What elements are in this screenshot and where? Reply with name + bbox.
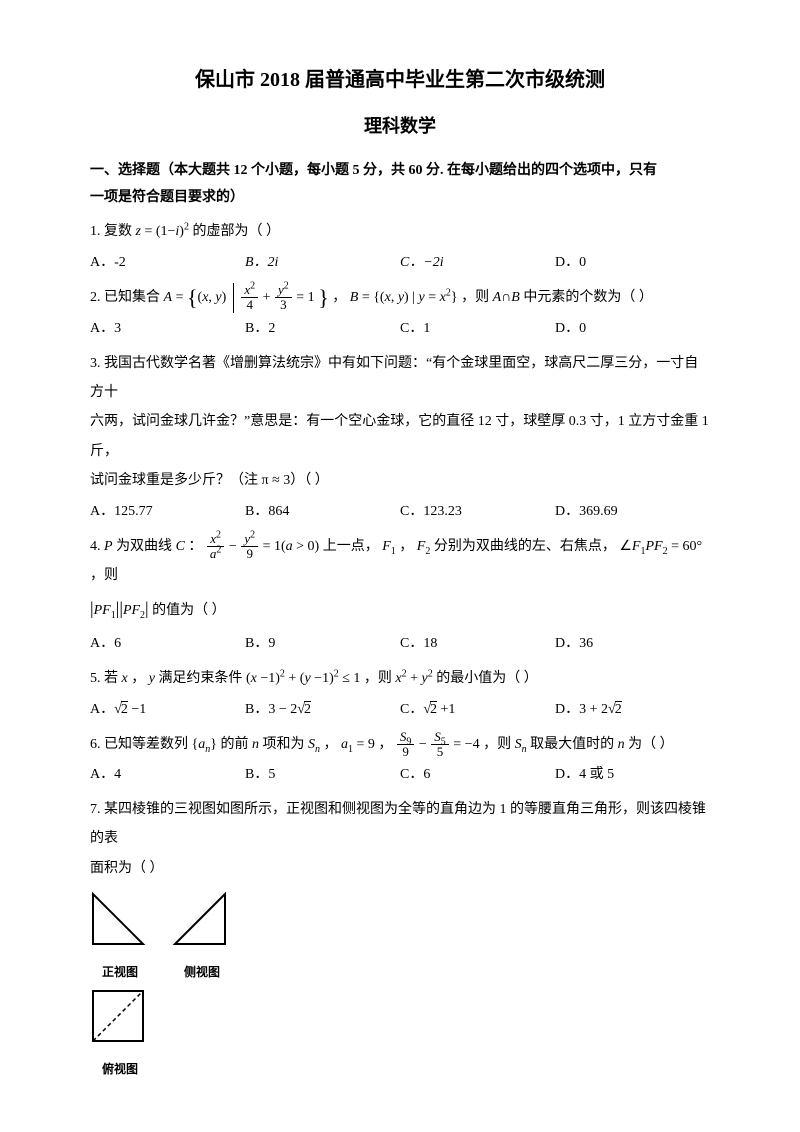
- question-7: 7. 某四棱锥的三视图如图所示，正视图和侧视图为全等的直角边为 1 的等腰直角三…: [90, 795, 710, 883]
- question-6: 6. 已知等差数列 {an} 的前 n 项和为 Sn ， a1 = 9 ， S9…: [90, 730, 710, 759]
- q3-opt-c: C．123.23: [400, 498, 555, 526]
- q6-opt-b: B．5: [245, 761, 400, 789]
- q4-opt-b: B．9: [245, 630, 400, 658]
- question-1: 1. 复数 z = (1−i)2 的虚部为（ ）: [90, 217, 710, 246]
- q4-options: A．6 B．9 C．18 D．36: [90, 630, 710, 658]
- q2-opt-a: A．3: [90, 315, 245, 343]
- q2-A: A: [164, 290, 173, 305]
- q5-opt-c: C．√2 +1: [400, 696, 555, 724]
- q2-options: A．3 B．2 C．1 D．0: [90, 315, 710, 343]
- section-text-b: 一项是符合题目要求的）: [90, 190, 244, 205]
- q2-text-a: 2. 已知集合: [90, 290, 164, 305]
- q2-opt-b: B．2: [245, 315, 400, 343]
- q5-opt-a: A．√2 −1: [90, 696, 245, 724]
- q4-text-f: 分别为双曲线的左、右焦点，: [434, 539, 616, 554]
- q3-l3: 试问金球重是多少斤？（注 π ≈ 3）（ ）: [90, 473, 329, 488]
- q6-opt-d: D．4 或 5: [555, 761, 710, 789]
- q7-l1: 7. 某四棱锥的三视图如图所示，正视图和侧视图为全等的直角边为 1 的等腰直角三…: [90, 802, 706, 846]
- q6-text-d: ，: [323, 737, 337, 752]
- top-view-icon: [90, 988, 150, 1044]
- q4-text-a: 4.: [90, 539, 104, 554]
- q5-text-b: ，: [131, 671, 145, 686]
- q5-opt-d: D．3 + 2√2: [555, 696, 710, 724]
- question-3: 3. 我国古代数学名著《增删算法统宗》中有如下问题：“有个金球里面空，球高尺二厚…: [90, 349, 710, 496]
- front-view: 正视图: [90, 891, 150, 984]
- q1-pow: )2: [179, 224, 189, 239]
- exam-subtitle: 理科数学: [90, 108, 710, 144]
- q4-opt-a: A．6: [90, 630, 245, 658]
- q3-opt-a: A．125.77: [90, 498, 245, 526]
- q4-text-c: ：: [188, 539, 202, 554]
- q7-l2: 面积为（ ）: [90, 861, 164, 876]
- q5-opt-b: B．3 − 2√2: [245, 696, 400, 724]
- top-view-label: 俯视图: [90, 1057, 150, 1081]
- q3-l1: 3. 我国古代数学名著《增删算法统宗》中有如下问题：“有个金球里面空，球高尺二厚…: [90, 356, 698, 400]
- q6-opt-a: A．4: [90, 761, 245, 789]
- q1-text-a: 1. 复数: [90, 224, 136, 239]
- q1-options: A．-2 B．2i C．−2i D．0: [90, 249, 710, 277]
- q6-options: A．4 B．5 C．6 D．4 或 5: [90, 761, 710, 789]
- q1-text-b: 的虚部为（ ）: [192, 224, 280, 239]
- q5-text-a: 5. 若: [90, 671, 122, 686]
- q4-text-g: ，则: [90, 568, 118, 583]
- three-view-figures: 正视图 侧视图 俯视图: [90, 891, 710, 1081]
- q6-text-b: 的前: [220, 737, 252, 752]
- q3-opt-b: B．864: [245, 498, 400, 526]
- q4-text-b: 为双曲线: [116, 539, 176, 554]
- question-4: 4. P 为双曲线 C ： x2a2 − y29 = 1(a > 0) 上一点，…: [90, 532, 710, 629]
- q5-options: A．√2 −1 B．3 − 2√2 C．√2 +1 D．3 + 2√2: [90, 696, 710, 724]
- q3-opt-d: D．369.69: [555, 498, 710, 526]
- q2-opt-d: D．0: [555, 315, 710, 343]
- q6-opt-c: C．6: [400, 761, 555, 789]
- q4-text-d: 上一点，: [323, 539, 379, 554]
- q1-opt-a: A．-2: [90, 249, 245, 277]
- q4-text-e: ，: [399, 539, 413, 554]
- question-2: 2. 已知集合 A = {(x, y) x24 + y23 = 1 } ， B …: [90, 283, 710, 313]
- q3-l2: 六两，试问金球几许金？”意思是：有一个空心金球，它的直径 12 寸，球壁厚 0.…: [90, 414, 709, 458]
- q6-text-e: ，: [378, 737, 392, 752]
- q2-text-c: 中元素的个数为（ ）: [523, 290, 653, 305]
- section-text-a: 一、选择题（本大题共 12 个小题，每小题 5 分，共 60 分. 在每小题给出…: [90, 163, 657, 178]
- q2-text-b: ，则: [461, 290, 493, 305]
- top-view: 俯视图: [90, 988, 150, 1081]
- side-view: 侧视图: [172, 891, 232, 984]
- q6-text-c: 项和为: [262, 737, 308, 752]
- section-heading: 一、选择题（本大题共 12 个小题，每小题 5 分，共 60 分. 在每小题给出…: [90, 158, 710, 211]
- q1-eq: = (1−: [141, 224, 175, 239]
- q4-opt-d: D．36: [555, 630, 710, 658]
- q1-opt-c: C．−2i: [400, 249, 555, 277]
- question-5: 5. 若 x ， y 满足约束条件 (x −1)2 + (y −1)2 ≤ 1 …: [90, 664, 710, 693]
- q5-text-d: ，则: [364, 671, 396, 686]
- q6-text-f: ，则: [483, 737, 515, 752]
- q5-text-c: 满足约束条件: [158, 671, 246, 686]
- side-view-label: 侧视图: [172, 960, 232, 984]
- front-view-label: 正视图: [90, 960, 150, 984]
- q4-opt-c: C．18: [400, 630, 555, 658]
- front-view-icon: [90, 891, 150, 947]
- q1-opt-d: D．0: [555, 249, 710, 277]
- q5-text-e: 的最小值为（ ）: [436, 671, 538, 686]
- q6-text-g: 取最大值时的: [530, 737, 618, 752]
- q6-text-h: 为（ ）: [628, 737, 674, 752]
- q4-text-h: 的值为（ ）: [152, 603, 226, 618]
- q2-opt-c: C．1: [400, 315, 555, 343]
- exam-title: 保山市 2018 届普通高中毕业生第二次市级统测: [90, 60, 710, 100]
- q1-opt-b: B．2i: [245, 249, 400, 277]
- q6-text-a: 6. 已知等差数列: [90, 737, 192, 752]
- q3-options: A．125.77 B．864 C．123.23 D．369.69: [90, 498, 710, 526]
- side-view-icon: [172, 891, 232, 947]
